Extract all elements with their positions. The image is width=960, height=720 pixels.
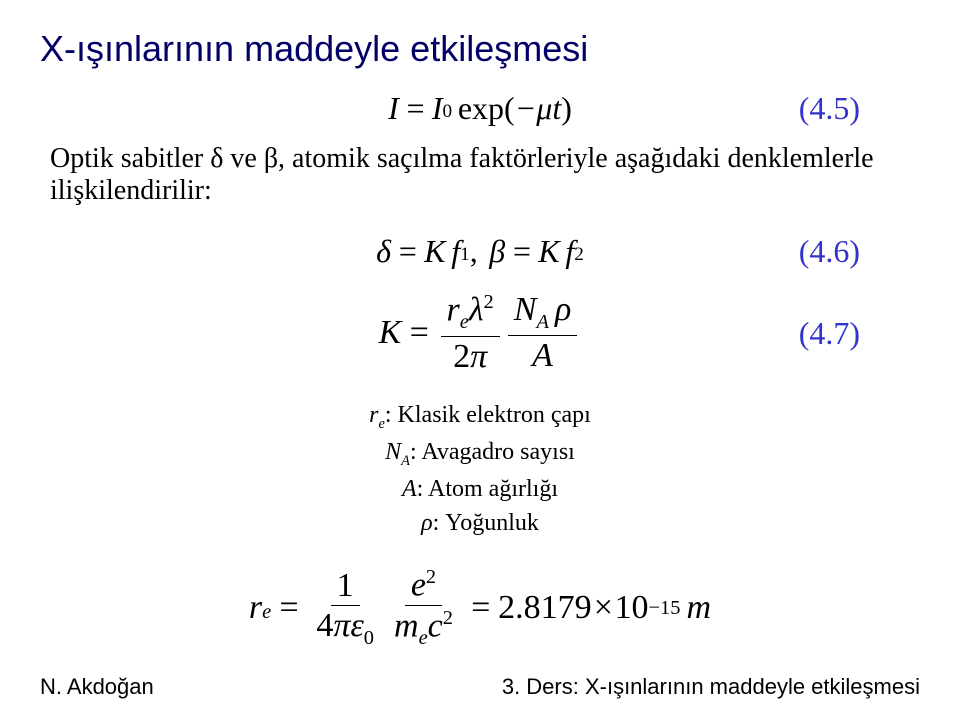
equation-re-value: re= 1 4πε0 e2 mec2 = 2.8179×10−15m <box>40 567 920 650</box>
re-exp: −15 <box>649 597 681 620</box>
equation-4-6: δ=Kf1,β=Kf2 (4.6) <box>40 233 920 270</box>
equation-4-6-number: (4.6) <box>799 233 860 270</box>
equation-4-7-math: K= reλ2 2π NAρ A <box>379 292 582 374</box>
equation-4-5: I=I0exp(−μt) (4.5) <box>40 90 920 127</box>
equation-4-5-number: (4.5) <box>799 90 860 127</box>
slide-footer: N. Akdoğan 3. Ders: X-ışınlarının maddey… <box>40 670 920 700</box>
legend-A-text: : Atom ağırlığı <box>417 476 558 502</box>
legend-re-text: : Klasik elektron çapı <box>385 402 591 428</box>
equation-4-6-math: δ=Kf1,β=Kf2 <box>376 233 584 270</box>
legend-A: A: Atom ağırlığı <box>369 472 591 507</box>
slide-page: X-ışınlarının maddeyle etkileşmesi I=I0e… <box>0 0 960 720</box>
slide-body: I=I0exp(−μt) (4.5) Optik sabitler δ ve β… <box>40 90 920 670</box>
legend-rho-text: : Yoğunluk <box>433 510 539 536</box>
footer-lecture: 3. Ders: X-ışınlarının maddeyle etkileşm… <box>502 674 920 700</box>
legend-NA-text: : Avagadro sayısı <box>410 439 575 465</box>
legend-NA: NA: Avagadro sayısı <box>369 435 591 472</box>
equation-4-7: K= reλ2 2π NAρ A (4.7) <box>40 292 920 374</box>
equation-re-math: re= 1 4πε0 e2 mec2 = 2.8179×10−15m <box>249 567 711 650</box>
equation-4-5-math: I=I0exp(−μt) <box>388 90 572 127</box>
legend-re: re: Klasik elektron çapı <box>369 398 591 435</box>
symbol-legend: re: Klasik elektron çapı NA: Avagadro sa… <box>369 398 591 541</box>
re-value: 2.8179 <box>498 589 592 627</box>
equation-4-7-number: (4.7) <box>799 315 860 352</box>
legend-rho: ρ: Yoğunluk <box>369 506 591 541</box>
footer-author: N. Akdoğan <box>40 674 154 700</box>
page-title: X-ışınlarının maddeyle etkileşmesi <box>40 28 920 90</box>
relation-description: Optik sabitler δ ve β, atomik saçılma fa… <box>40 143 920 217</box>
re-unit: m <box>687 589 712 627</box>
